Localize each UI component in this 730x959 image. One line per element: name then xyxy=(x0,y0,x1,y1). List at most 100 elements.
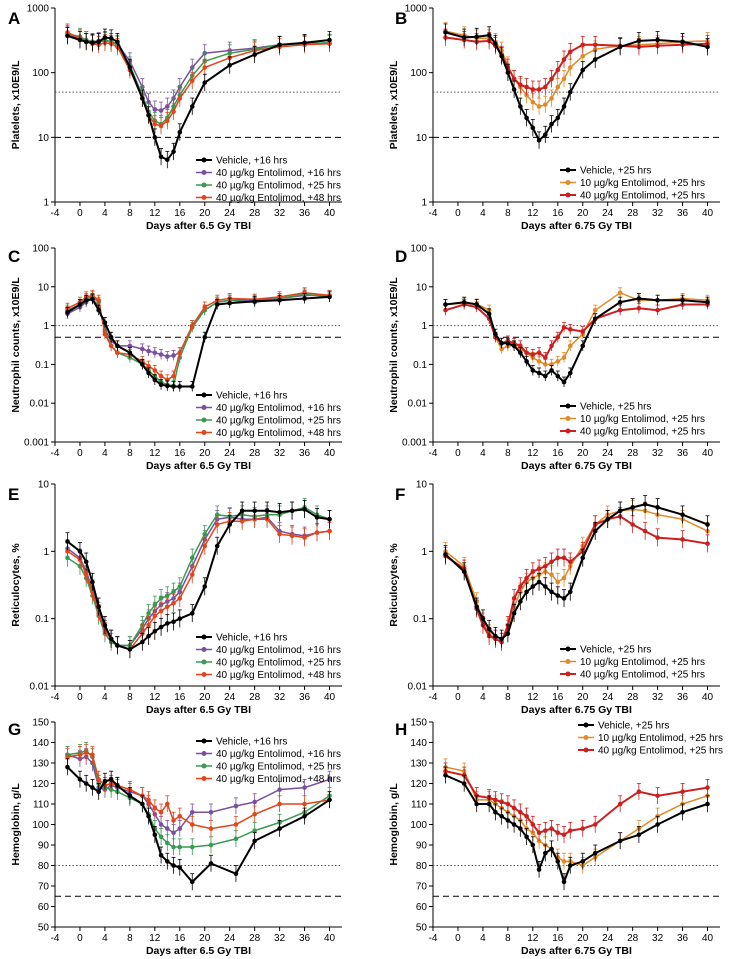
data-point xyxy=(158,596,164,601)
data-point xyxy=(493,797,498,803)
data-point xyxy=(158,373,164,379)
panel-D: D -4 0 4 8 12 16 20 24 28 32 36 40 0.001 0.01 0.1 1 10 100… xyxy=(388,244,720,472)
series-vehicle xyxy=(443,23,710,149)
x-tick-label: -4 xyxy=(429,208,438,219)
y-tick-label: 100 xyxy=(32,820,49,831)
data-point xyxy=(171,353,176,358)
data-point xyxy=(177,384,183,389)
legend-swatch-marker xyxy=(565,403,571,409)
data-point xyxy=(561,879,567,885)
x-tick-label: 36 xyxy=(299,448,311,459)
data-point xyxy=(302,814,307,819)
data-point xyxy=(314,530,320,535)
data-point xyxy=(536,566,542,572)
y-axis-label: Hemoglobin, g/L xyxy=(10,783,22,866)
legend-label: Vehicle, +16 hrs xyxy=(216,633,287,644)
data-point xyxy=(474,801,479,807)
data-point xyxy=(65,754,70,760)
data-point xyxy=(518,104,523,109)
data-point xyxy=(252,508,257,514)
data-point xyxy=(171,830,176,835)
data-point xyxy=(77,777,83,782)
data-point xyxy=(536,579,542,585)
x-tick-label: 40 xyxy=(324,692,336,703)
x-tick-label: 24 xyxy=(602,933,614,944)
data-point xyxy=(177,129,183,135)
series-entolimod-1 xyxy=(443,758,710,874)
data-point xyxy=(77,752,83,758)
data-point xyxy=(146,363,151,369)
data-point xyxy=(617,307,623,313)
data-point xyxy=(605,516,610,522)
panel-label: F xyxy=(395,485,405,504)
series-vehicle xyxy=(443,293,710,388)
data-point xyxy=(127,65,133,70)
x-tick-label: -4 xyxy=(429,692,438,703)
data-point xyxy=(524,834,529,840)
data-point xyxy=(102,779,108,784)
data-point xyxy=(443,30,448,35)
data-point xyxy=(83,297,89,303)
x-tick-label: 40 xyxy=(702,208,714,219)
legend-label: Vehicle, +25 hrs xyxy=(598,721,669,732)
x-tick-label: 0 xyxy=(77,208,83,219)
data-point xyxy=(158,352,164,357)
legend-label: Vehicle, +25 hrs xyxy=(580,402,651,413)
data-point xyxy=(90,752,95,758)
data-point xyxy=(580,42,586,48)
data-point xyxy=(102,320,108,325)
data-point xyxy=(461,569,467,574)
data-point xyxy=(158,624,164,630)
x-tick-label: -4 xyxy=(429,933,438,944)
legend-swatch-marker xyxy=(201,647,207,652)
data-point xyxy=(227,522,232,527)
data-point xyxy=(443,773,448,778)
legend-label: Vehicle, +16 hrs xyxy=(216,391,287,402)
series-line xyxy=(445,297,708,384)
legend-label: 40 µg/kg Entolimod, +25 hrs xyxy=(216,658,341,669)
data-point xyxy=(592,822,598,827)
x-tick-label: 4 xyxy=(102,933,108,944)
series-line xyxy=(66,295,330,388)
x-tick-label: 24 xyxy=(224,933,236,944)
data-point xyxy=(277,826,282,831)
data-point xyxy=(536,370,542,376)
data-point xyxy=(592,850,598,856)
series-vehicle xyxy=(65,27,332,169)
data-point xyxy=(277,297,282,303)
x-tick-label: 0 xyxy=(455,933,461,944)
y-tick-label: 0.1 xyxy=(35,614,49,625)
legend-swatch-marker xyxy=(201,157,207,163)
data-point xyxy=(277,531,282,537)
data-point xyxy=(252,799,257,805)
series-entolimod-3 xyxy=(65,287,332,385)
data-point xyxy=(499,346,504,352)
data-point xyxy=(327,516,332,522)
y-tick-label: 10 xyxy=(38,133,50,144)
x-tick-label: 36 xyxy=(299,692,311,703)
x-tick-label: 24 xyxy=(602,208,614,219)
x-tick-label: 24 xyxy=(602,692,614,703)
y-tick-label: 0.001 xyxy=(24,438,49,449)
x-tick-label: 28 xyxy=(627,933,639,944)
data-point xyxy=(102,622,108,628)
data-point xyxy=(140,362,145,367)
x-tick-label: 4 xyxy=(480,933,486,944)
legend-label: 10 µg/kg Entolimod, +25 hrs xyxy=(580,657,705,668)
x-tick-label: 32 xyxy=(274,448,286,459)
y-tick-label: 120 xyxy=(32,779,49,790)
legend-label: 40 µg/kg Entolimod, +48 hrs xyxy=(216,193,341,204)
x-tick-label: 16 xyxy=(552,208,564,219)
data-point xyxy=(499,814,504,819)
data-point xyxy=(189,104,195,109)
legend-swatch-marker xyxy=(201,776,207,781)
data-point xyxy=(567,327,573,332)
data-point xyxy=(555,334,561,340)
legend-swatch-marker xyxy=(201,659,207,665)
data-point xyxy=(146,348,151,354)
data-point xyxy=(115,643,120,648)
